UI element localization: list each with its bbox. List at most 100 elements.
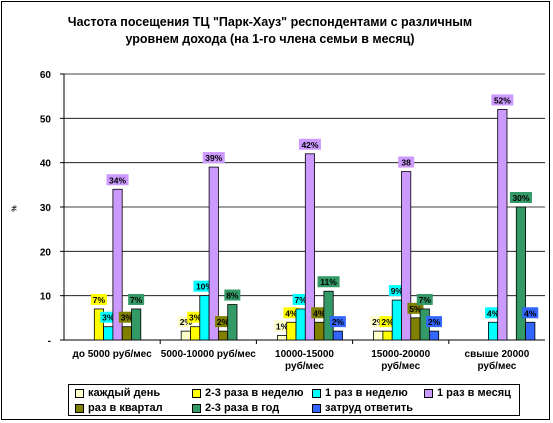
data-label: 2% — [381, 317, 394, 327]
bar — [295, 308, 306, 341]
bar — [314, 321, 325, 341]
data-label-box — [118, 311, 135, 323]
data-label: 7% — [130, 295, 143, 305]
legend-label: раз в квартал — [88, 402, 163, 414]
data-label-box — [128, 293, 145, 305]
bar — [497, 109, 508, 341]
data-label: 10% — [196, 282, 213, 292]
bar — [276, 335, 288, 341]
data-label-box — [311, 307, 328, 319]
data-label-box — [90, 293, 107, 305]
legend: каждый день 2-3 раза в неделю 1 раз в неде… — [68, 384, 520, 416]
data-label: 42% — [301, 140, 318, 150]
bar — [93, 308, 105, 341]
legend-label: затруд ответить — [325, 402, 414, 414]
data-label: 39% — [205, 153, 222, 163]
y-tick-label: 60 — [40, 70, 52, 81]
data-label: 3% — [189, 313, 202, 323]
legend-swatch — [312, 403, 321, 413]
legend-item: 2-3 раза в неделю — [192, 387, 303, 399]
data-label: 7% — [419, 295, 432, 305]
data-label-box — [398, 156, 415, 168]
data-label: 38 — [401, 158, 411, 168]
data-label: 3% — [102, 313, 115, 323]
data-label-box — [317, 276, 340, 288]
bar — [373, 330, 384, 341]
legend-item: затруд ответить — [312, 402, 413, 414]
data-label: 3% — [121, 313, 134, 323]
data-label: 4% — [285, 308, 298, 318]
x-tick-label: 5000-10000 руб/мес — [161, 348, 256, 360]
legend-swatch — [75, 403, 84, 413]
legend-item: 1 раз в месяц — [424, 387, 511, 399]
data-label: 2% — [180, 317, 193, 327]
data-label-box — [292, 293, 309, 305]
x-tick-label: свыше 20000 — [465, 349, 530, 360]
legend-label: 1 раз в месяц — [437, 387, 511, 399]
data-label-box — [522, 307, 539, 319]
legend-label: 2-3 раза в год — [205, 402, 280, 414]
legend-label: каждый день — [88, 387, 161, 399]
data-label-box — [106, 174, 129, 186]
bar — [103, 326, 114, 341]
data-label-box — [274, 320, 291, 332]
legend-item: 2-3 раза в год — [192, 402, 279, 414]
data-label-box — [187, 311, 204, 323]
data-label: 52% — [494, 95, 511, 105]
data-label: 11% — [320, 277, 337, 287]
bar — [515, 206, 526, 341]
data-label-box — [283, 307, 300, 319]
bar — [112, 188, 123, 341]
legend-label: 2-3 раза в неделю — [205, 387, 304, 399]
legend-swatch — [192, 388, 201, 398]
data-label-box — [426, 316, 443, 328]
data-label: 30% — [512, 193, 529, 203]
bar — [525, 321, 536, 341]
data-label-box — [100, 311, 117, 323]
legend-item: каждый день — [75, 387, 160, 399]
y-tick-label: 10 — [40, 292, 52, 303]
data-label-box — [491, 94, 514, 106]
bar — [131, 308, 142, 341]
data-label-box — [215, 316, 232, 328]
bar — [382, 330, 393, 341]
x-tick-label: 15000-20000 — [371, 349, 430, 360]
bar — [217, 330, 229, 341]
data-label: 34% — [109, 175, 126, 185]
data-label: 4% — [487, 308, 500, 318]
bar — [401, 171, 412, 341]
data-label-box — [416, 293, 433, 305]
chart-title: Частота посещения ТЦ "Парк-Хауз" респонд… — [67, 15, 473, 46]
legend-swatch — [75, 388, 84, 398]
bar — [227, 304, 238, 341]
data-label: 4% — [524, 308, 537, 318]
bar — [190, 326, 201, 341]
legend-item: раз в квартал — [75, 402, 163, 414]
legend-swatch — [192, 403, 201, 413]
data-label-box — [379, 316, 396, 328]
y-tick-label: 40 — [40, 159, 52, 170]
y-tick-label: 50 — [40, 114, 52, 125]
bar — [121, 326, 132, 341]
data-label-box — [509, 192, 532, 203]
x-tick-label: 10000-15000 — [275, 349, 334, 360]
bar — [332, 330, 343, 341]
legend-swatch — [312, 388, 321, 398]
data-label: 8% — [226, 291, 239, 301]
data-label: 9% — [391, 286, 404, 296]
bar — [428, 330, 440, 341]
data-label: 1% — [276, 322, 289, 332]
data-label-box — [407, 302, 424, 314]
legend-label: 1 раз в неделю — [325, 387, 408, 399]
bar — [487, 321, 499, 341]
x-tick-label: руб/мес — [381, 360, 420, 372]
data-label-box — [224, 289, 241, 301]
x-tick-label: руб/мес — [285, 360, 324, 372]
data-label-box — [388, 285, 405, 297]
bar — [208, 166, 219, 341]
x-tick-label: руб/мес — [477, 360, 516, 372]
data-label: 7% — [295, 295, 308, 305]
data-label: 7% — [93, 295, 106, 305]
data-label: 4% — [313, 308, 326, 318]
